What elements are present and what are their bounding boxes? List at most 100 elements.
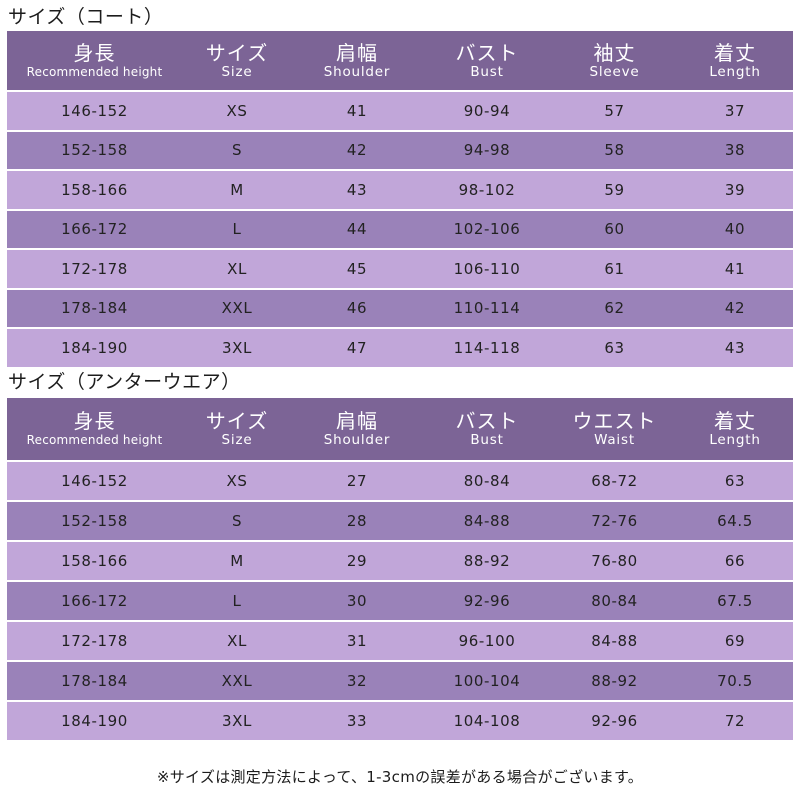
header-label-jp: 着丈 xyxy=(714,40,756,65)
header-label-en: Length xyxy=(709,432,761,448)
table-cell: 80-84 xyxy=(422,462,552,502)
table-cell: XS xyxy=(182,92,292,132)
header-label-jp: サイズ xyxy=(205,409,269,433)
table-cell: 29 xyxy=(292,542,422,582)
table-cell: 152-158 xyxy=(7,502,182,542)
table-cell: 166-172 xyxy=(7,210,182,250)
header-sleeve: 袖丈 Sleeve xyxy=(552,31,677,92)
table-cell: 70.5 xyxy=(677,662,793,702)
table-cell: 39 xyxy=(677,171,793,211)
table-cell: 40 xyxy=(677,210,793,250)
table-row: 146-152 XS 41 90-94 57 37 xyxy=(7,92,793,132)
header-label-en: Sleeve xyxy=(589,63,640,80)
header-label-jp: 身長 xyxy=(73,40,116,65)
table-cell: 92-96 xyxy=(422,582,552,622)
table-row: 172-178 XL 45 106-110 61 41 xyxy=(7,250,793,290)
table-cell: 172-178 xyxy=(7,250,182,290)
table-cell: 110-114 xyxy=(422,289,552,329)
table-cell: L xyxy=(182,210,292,250)
header-length: 着丈 Length xyxy=(677,31,793,92)
table-cell: 172-178 xyxy=(7,622,182,662)
header-label-jp: 着丈 xyxy=(714,409,756,433)
table-header-row: 身長 Recommended height サイズ Size 肩幅 Shoulder … xyxy=(7,398,793,462)
table-cell: 178-184 xyxy=(7,289,182,329)
table-cell: 31 xyxy=(292,622,422,662)
table-cell: 3XL xyxy=(182,702,292,742)
table-cell: S xyxy=(182,502,292,542)
header-label-en: Shoulder xyxy=(323,63,391,80)
table-cell: 37 xyxy=(677,92,793,132)
table-cell: 88-92 xyxy=(422,542,552,582)
table-cell: 92-96 xyxy=(552,702,677,742)
table-cell: 184-190 xyxy=(7,329,182,369)
table-cell: M xyxy=(182,171,292,211)
header-height: 身長 Recommended height xyxy=(7,31,182,92)
table-cell: 38 xyxy=(677,131,793,171)
table-row: 178-184 XXL 32 100-104 88-92 70.5 xyxy=(7,662,793,702)
table-cell: 80-84 xyxy=(552,582,677,622)
underwear-size-table: 身長 Recommended height サイズ Size 肩幅 Shoulder … xyxy=(7,398,793,742)
table-cell: L xyxy=(182,582,292,622)
table-cell: 44 xyxy=(292,210,422,250)
header-label-jp: ウエスト xyxy=(572,409,657,433)
table-cell: S xyxy=(182,131,292,171)
table-cell: 43 xyxy=(677,329,793,369)
table-cell: 30 xyxy=(292,582,422,622)
coat-size-table: 身長 Recommended height サイズ Size 肩幅 Shoulder … xyxy=(7,31,793,369)
table-cell: 106-110 xyxy=(422,250,552,290)
table-cell: 84-88 xyxy=(552,622,677,662)
table-row: 158-166 M 43 98-102 59 39 xyxy=(7,171,793,211)
table-cell: XXL xyxy=(182,662,292,702)
underwear-size-title: サイズ（アンターウエア） xyxy=(8,371,241,393)
header-label-en: Bust xyxy=(470,432,504,448)
table-cell: 64.5 xyxy=(677,502,793,542)
header-label-jp: サイズ xyxy=(205,40,269,65)
header-label-jp: 身長 xyxy=(73,409,116,433)
table-cell: 67.5 xyxy=(677,582,793,622)
table-cell: 41 xyxy=(677,250,793,290)
table-cell: 32 xyxy=(292,662,422,702)
header-label-jp: 肩幅 xyxy=(336,40,378,65)
table-cell: 47 xyxy=(292,329,422,369)
header-length: 着丈 Length xyxy=(677,398,793,462)
table-cell: XL xyxy=(182,622,292,662)
header-label-en: Recommended height xyxy=(26,64,163,79)
table-cell: XXL xyxy=(182,289,292,329)
table-cell: 28 xyxy=(292,502,422,542)
coat-size-title: サイズ（コート） xyxy=(8,6,164,28)
table-cell: 60 xyxy=(552,210,677,250)
table-cell: 152-158 xyxy=(7,131,182,171)
header-label-jp: バスト xyxy=(455,409,519,433)
table-cell: 63 xyxy=(677,462,793,502)
table-cell: 98-102 xyxy=(422,171,552,211)
header-label-jp: 肩幅 xyxy=(336,409,378,433)
table-cell: 46 xyxy=(292,289,422,329)
header-height: 身長 Recommended height xyxy=(7,398,182,462)
table-cell: 184-190 xyxy=(7,702,182,742)
table-cell: 66 xyxy=(677,542,793,582)
table-cell: 146-152 xyxy=(7,92,182,132)
header-label-jp: 袖丈 xyxy=(593,40,636,65)
table-cell: 61 xyxy=(552,250,677,290)
table-cell: 146-152 xyxy=(7,462,182,502)
header-label-en: Shoulder xyxy=(323,432,391,448)
table-cell: 68-72 xyxy=(552,462,677,502)
header-label-jp: バスト xyxy=(455,40,519,65)
table-cell: 63 xyxy=(552,329,677,369)
table-cell: M xyxy=(182,542,292,582)
table-cell: 43 xyxy=(292,171,422,211)
table-cell: 90-94 xyxy=(422,92,552,132)
header-size: サイズ Size xyxy=(182,31,292,92)
table-cell: 158-166 xyxy=(7,542,182,582)
table-row: 166-172 L 30 92-96 80-84 67.5 xyxy=(7,582,793,622)
header-label-en: Bust xyxy=(470,63,504,80)
table-header-row: 身長 Recommended height サイズ Size 肩幅 Shoulder … xyxy=(7,31,793,92)
header-waist: ウエスト Waist xyxy=(552,398,677,462)
table-row: 166-172 L 44 102-106 60 40 xyxy=(7,210,793,250)
table-cell: 178-184 xyxy=(7,662,182,702)
header-shoulder: 肩幅 Shoulder xyxy=(292,31,422,92)
table-row: 172-178 XL 31 96-100 84-88 69 xyxy=(7,622,793,662)
table-cell: 72-76 xyxy=(552,502,677,542)
table-cell: XS xyxy=(182,462,292,502)
table-cell: 94-98 xyxy=(422,131,552,171)
